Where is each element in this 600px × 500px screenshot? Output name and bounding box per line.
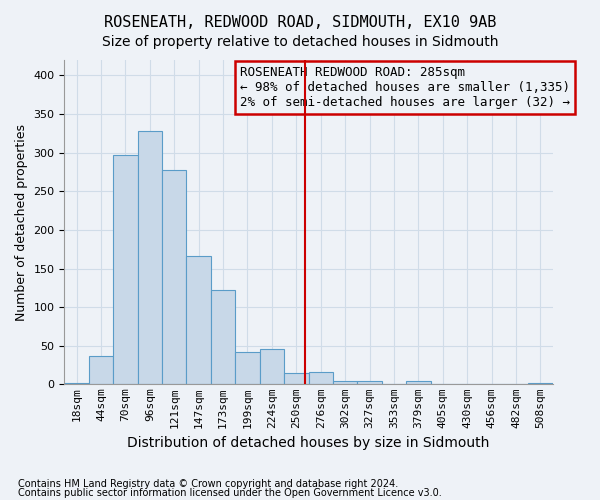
Bar [358,380,382,384]
Bar [211,290,235,384]
Bar [406,380,431,384]
Text: Contains public sector information licensed under the Open Government Licence v3: Contains public sector information licen… [18,488,442,498]
Bar [113,155,137,384]
Bar [187,256,211,384]
Bar [235,352,260,384]
Bar [284,373,308,384]
Bar [162,170,187,384]
Text: Contains HM Land Registry data © Crown copyright and database right 2024.: Contains HM Land Registry data © Crown c… [18,479,398,489]
Bar [528,383,553,384]
Text: Size of property relative to detached houses in Sidmouth: Size of property relative to detached ho… [102,35,498,49]
Bar [260,349,284,384]
Bar [89,356,113,384]
Bar [64,383,89,384]
Bar [333,382,358,384]
Text: ROSENEATH, REDWOOD ROAD, SIDMOUTH, EX10 9AB: ROSENEATH, REDWOOD ROAD, SIDMOUTH, EX10 … [104,15,496,30]
X-axis label: Distribution of detached houses by size in Sidmouth: Distribution of detached houses by size … [127,436,490,450]
Bar [137,131,162,384]
Text: ROSENEATH REDWOOD ROAD: 285sqm
← 98% of detached houses are smaller (1,335)
2% o: ROSENEATH REDWOOD ROAD: 285sqm ← 98% of … [240,66,570,110]
Y-axis label: Number of detached properties: Number of detached properties [15,124,28,320]
Bar [308,372,333,384]
